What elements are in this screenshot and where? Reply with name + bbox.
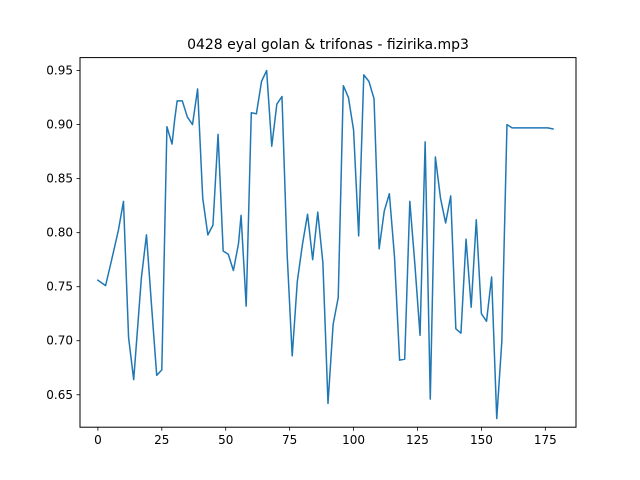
y-tick-label: 0.85 [46,172,73,186]
x-tick-label: 75 [282,433,297,447]
y-tick-label: 0.65 [46,388,73,402]
y-tick-label: 0.80 [46,226,73,240]
x-tick-label: 50 [218,433,233,447]
x-axis: 0 25 50 75 100 125 150 175 [94,427,557,447]
series-line-0 [96,69,554,420]
y-tick-label: 0.95 [46,64,73,78]
plot-area [96,69,554,420]
x-tick-label: 150 [470,433,493,447]
y-tick-label: 0.90 [46,118,73,132]
x-tick-label: 175 [534,433,557,447]
y-tick-label: 0.70 [46,334,73,348]
y-tick-label: 0.75 [46,280,73,294]
axes-frame [79,57,577,428]
x-tick-label: 100 [342,433,365,447]
x-tick-label: 125 [406,433,429,447]
y-axis: 0.65 0.70 0.75 0.80 0.85 0.90 0.95 [46,64,80,402]
x-tick-label: 0 [94,433,102,447]
x-tick-label: 25 [154,433,169,447]
chart-title: 0428 eyal golan & trifonas - fizirika.mp… [187,37,469,53]
